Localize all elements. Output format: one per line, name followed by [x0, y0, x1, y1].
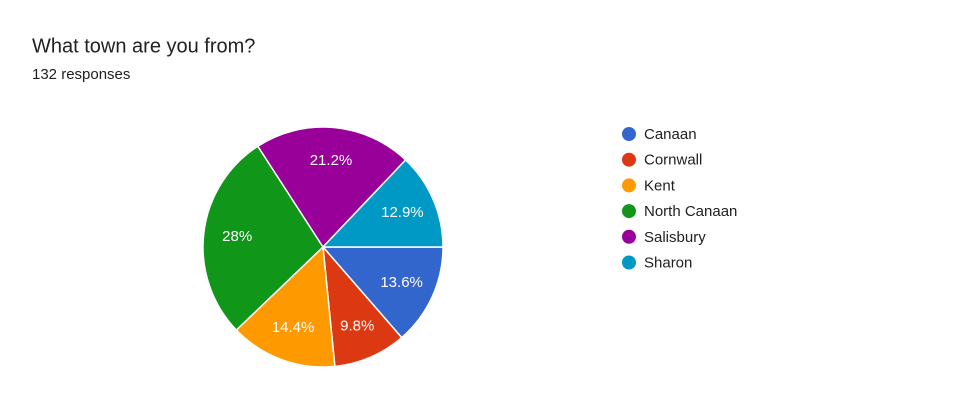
pie-slice	[321, 158, 444, 248]
slice-label: 12.9%	[381, 204, 424, 221]
legend-label: Salisbury	[644, 229, 706, 246]
pie-slice	[235, 245, 336, 368]
legend-swatch	[622, 204, 636, 219]
legend-swatch	[622, 127, 636, 141]
legend-swatch	[622, 178, 636, 193]
legend-label: Canaan	[644, 126, 697, 143]
pie-slice	[321, 246, 444, 339]
legend-swatch	[622, 229, 636, 244]
slice-label: 13.6%	[380, 274, 423, 291]
pie-slice	[202, 145, 324, 332]
slice-label: 21.2%	[310, 152, 353, 169]
slice-label: 28%	[222, 228, 252, 245]
slice-label: 9.8%	[340, 317, 374, 334]
legend-swatch	[622, 255, 636, 270]
chart-subtitle: 132 responses	[32, 66, 130, 83]
pie-slice	[256, 126, 407, 249]
slice-label: 14.4%	[272, 319, 315, 336]
legend-label: Kent	[644, 177, 676, 194]
legend-label: Cornwall	[644, 152, 702, 169]
pie-slice	[322, 244, 403, 368]
legend-label: Sharon	[644, 254, 692, 271]
legend-swatch	[622, 152, 636, 167]
legend-label: North Canaan	[644, 203, 737, 220]
chart-title: What town are you from?	[32, 35, 255, 57]
